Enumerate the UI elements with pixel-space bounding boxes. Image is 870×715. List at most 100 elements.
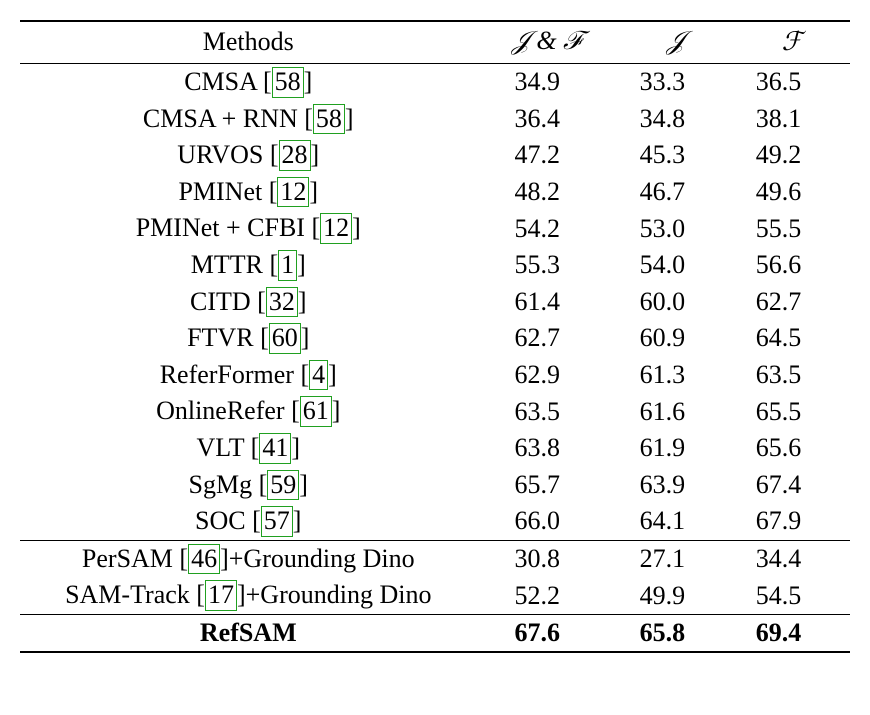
value-jf: 36.4 [477, 101, 618, 138]
method-cell: SgMg [59] [20, 467, 477, 504]
value-jf: 48.2 [477, 174, 618, 211]
table-row: SAM-Track [17]+Grounding Dino52.249.954.… [20, 577, 850, 614]
method-name: PMINet [178, 177, 262, 206]
value-f: 36.5 [734, 64, 850, 101]
citation-link[interactable]: 12 [277, 177, 309, 208]
method-name: SOC [195, 506, 246, 535]
header-methods: Methods [20, 21, 477, 64]
value-f: 54.5 [734, 577, 850, 614]
method-cell: FTVR [60] [20, 320, 477, 357]
value-f: 64.5 [734, 320, 850, 357]
value-jf: 67.6 [477, 614, 618, 652]
table-row: PMINet + CFBI [12]54.253.055.5 [20, 210, 850, 247]
table-row: SgMg [59]65.763.967.4 [20, 467, 850, 504]
method-name: CMSA [184, 67, 256, 96]
value-j: 61.9 [618, 430, 734, 467]
method-name: URVOS [177, 140, 263, 169]
value-jf: 65.7 [477, 467, 618, 504]
value-f: 65.5 [734, 393, 850, 430]
value-f: 56.6 [734, 247, 850, 284]
method-name: CMSA + RNN [143, 104, 298, 133]
table-row: URVOS [28]47.245.349.2 [20, 137, 850, 174]
value-f: 55.5 [734, 210, 850, 247]
method-suffix: +Grounding Dino [229, 544, 415, 573]
table-row: PerSAM [46]+Grounding Dino30.827.134.4 [20, 540, 850, 577]
citation-link[interactable]: 1 [278, 250, 297, 281]
citation-link[interactable]: 59 [267, 470, 299, 501]
table-row: ReferFormer [4]62.961.363.5 [20, 357, 850, 394]
table-row: CMSA + RNN [58]36.434.838.1 [20, 101, 850, 138]
method-name: RefSAM [200, 618, 297, 647]
method-name: SAM-Track [65, 580, 190, 609]
value-j: 33.3 [618, 64, 734, 101]
method-name: ReferFormer [160, 360, 294, 389]
table-row: VLT [41]63.861.965.6 [20, 430, 850, 467]
citation-link[interactable]: 32 [266, 287, 298, 318]
value-j: 61.6 [618, 393, 734, 430]
value-jf: 62.7 [477, 320, 618, 357]
citation-link[interactable]: 46 [188, 544, 220, 575]
value-jf: 61.4 [477, 284, 618, 321]
value-jf: 62.9 [477, 357, 618, 394]
value-j: 46.7 [618, 174, 734, 211]
value-jf: 55.3 [477, 247, 618, 284]
citation-link[interactable]: 58 [272, 67, 304, 98]
value-j: 60.0 [618, 284, 734, 321]
citation-link[interactable]: 60 [269, 323, 301, 354]
method-suffix: +Grounding Dino [246, 580, 432, 609]
citation-link[interactable]: 41 [259, 433, 291, 464]
value-f: 62.7 [734, 284, 850, 321]
value-jf: 30.8 [477, 540, 618, 577]
table-row: CMSA [58]34.933.336.5 [20, 64, 850, 101]
method-cell: URVOS [28] [20, 137, 477, 174]
header-jf: 𝒥 & ℱ [477, 21, 618, 64]
method-cell: PerSAM [46]+Grounding Dino [20, 540, 477, 577]
value-j: 60.9 [618, 320, 734, 357]
method-name: MTTR [191, 250, 263, 279]
method-cell: SOC [57] [20, 503, 477, 540]
value-j: 34.8 [618, 101, 734, 138]
value-jf: 63.5 [477, 393, 618, 430]
value-j: 64.1 [618, 503, 734, 540]
method-name: VLT [196, 433, 244, 462]
header-f: ℱ [734, 21, 850, 64]
table-row: SOC [57]66.064.167.9 [20, 503, 850, 540]
method-cell: CMSA [58] [20, 64, 477, 101]
value-f: 63.5 [734, 357, 850, 394]
value-jf: 52.2 [477, 577, 618, 614]
value-j: 27.1 [618, 540, 734, 577]
method-name: FTVR [187, 323, 253, 352]
citation-link[interactable]: 57 [261, 506, 293, 537]
method-cell: CMSA + RNN [58] [20, 101, 477, 138]
citation-link[interactable]: 12 [320, 213, 352, 244]
table-row: CITD [32]61.460.062.7 [20, 284, 850, 321]
method-cell: MTTR [1] [20, 247, 477, 284]
value-jf: 47.2 [477, 137, 618, 174]
value-j: 53.0 [618, 210, 734, 247]
method-cell: PMINet [12] [20, 174, 477, 211]
citation-link[interactable]: 58 [313, 104, 345, 135]
citation-link[interactable]: 61 [300, 396, 332, 427]
citation-link[interactable]: 28 [279, 140, 311, 171]
method-name: PerSAM [82, 544, 173, 573]
value-f: 69.4 [734, 614, 850, 652]
citation-link[interactable]: 4 [309, 360, 328, 391]
citation-link[interactable]: 17 [205, 580, 237, 611]
method-cell: ReferFormer [4] [20, 357, 477, 394]
header-j: 𝒥 [618, 21, 734, 64]
value-jf: 63.8 [477, 430, 618, 467]
value-f: 49.6 [734, 174, 850, 211]
value-f: 67.9 [734, 503, 850, 540]
table-row: OnlineRefer [61]63.561.665.5 [20, 393, 850, 430]
header-row: Methods 𝒥 & ℱ 𝒥 ℱ [20, 21, 850, 64]
table-row: MTTR [1]55.354.056.6 [20, 247, 850, 284]
value-j: 65.8 [618, 614, 734, 652]
value-j: 49.9 [618, 577, 734, 614]
value-f: 67.4 [734, 467, 850, 504]
method-name: CITD [190, 287, 251, 316]
table-row: RefSAM 67.665.869.4 [20, 614, 850, 652]
value-j: 54.0 [618, 247, 734, 284]
value-f: 65.6 [734, 430, 850, 467]
value-j: 61.3 [618, 357, 734, 394]
method-cell: OnlineRefer [61] [20, 393, 477, 430]
